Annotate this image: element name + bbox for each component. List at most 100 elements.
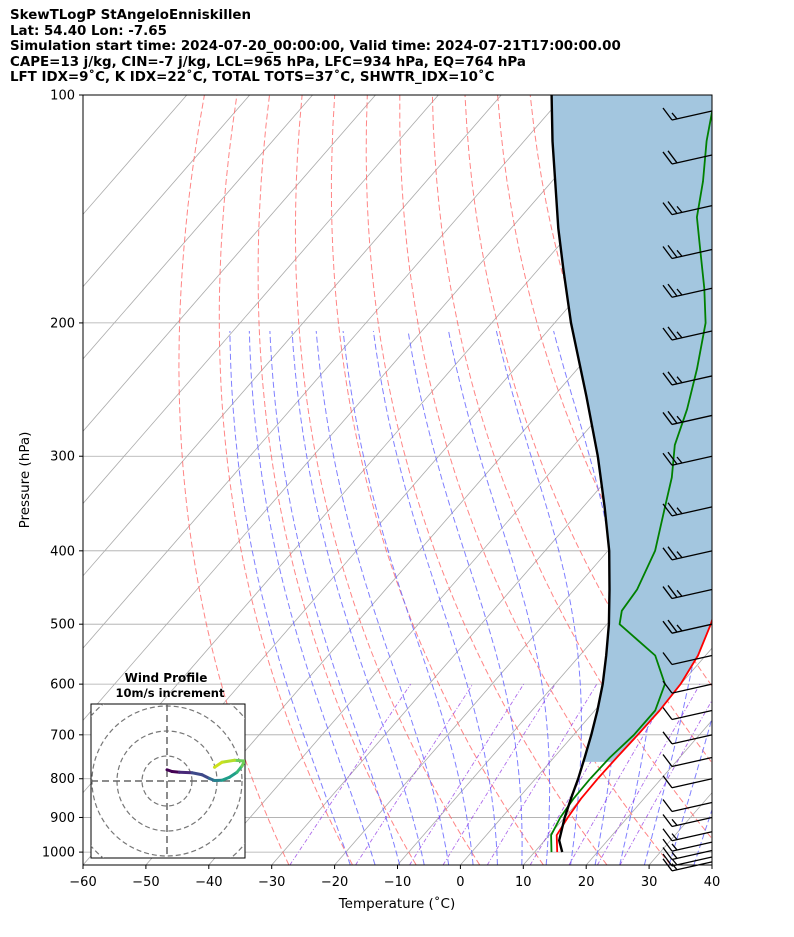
y-tick-label: 700 xyxy=(50,728,75,743)
parcel-path-line xyxy=(550,95,611,853)
wind-barb xyxy=(662,245,713,260)
cape-area xyxy=(551,95,712,762)
dry-adiabat-line xyxy=(294,95,481,865)
moist-adiabat-line xyxy=(248,330,376,865)
isotherm-line xyxy=(711,864,712,865)
dewpoint-profile-line xyxy=(550,107,712,853)
wind-barb xyxy=(662,847,713,861)
indices-line-2: LFT IDX=9˚C, K IDX=22˚C, TOTAL TOTS=37˚C… xyxy=(10,70,495,86)
x-tick-label: 30 xyxy=(641,875,658,890)
dry-adiabat-line xyxy=(365,95,608,865)
mixing-ratio-line xyxy=(597,683,701,865)
moist-adiabat-line xyxy=(744,331,794,865)
chart-title: SkewTLogP StAngeloEnniskillen xyxy=(10,8,252,23)
x-tick-label: 0 xyxy=(456,875,464,890)
x-tick-label: −50 xyxy=(132,875,159,890)
mixing-ratio-line xyxy=(409,683,525,865)
x-tick-label: −40 xyxy=(195,875,222,890)
wind-barb xyxy=(662,754,713,768)
x-tick-label: −30 xyxy=(258,875,285,890)
time-line: Simulation start time: 2024-07-20_00:00:… xyxy=(10,39,621,55)
mixing-ratio-line xyxy=(289,683,411,865)
isotherm-line xyxy=(271,358,712,865)
temperature-profile-line xyxy=(555,617,712,853)
dry-adiabat-line xyxy=(399,95,671,865)
isotherm-line xyxy=(83,95,439,505)
location-line: Lat: 54.40 Lon: -7.65 xyxy=(10,23,167,39)
y-tick-label: 1000 xyxy=(42,846,75,861)
mixing-ratio-line xyxy=(355,683,474,865)
wind-barb xyxy=(662,799,713,813)
indices-line-1: CAPE=13 j/kg, CIN=-7 j/kg, LCL=965 hPa, … xyxy=(10,54,526,70)
y-tick-label: 200 xyxy=(50,316,75,331)
wind-barb xyxy=(662,502,713,517)
wind-barb xyxy=(662,585,713,600)
y-tick-label: 300 xyxy=(50,450,75,465)
wind-barb xyxy=(662,371,713,386)
dry-adiabat-line xyxy=(257,95,417,865)
y-axis-label: Pressure (hPa) xyxy=(17,432,33,529)
wind-barb xyxy=(662,201,713,216)
moist-adiabat-line xyxy=(407,330,523,865)
moist-adiabat-line xyxy=(553,330,620,865)
dry-adiabat-line xyxy=(758,95,794,865)
hodograph-subtitle: 10m/s increment xyxy=(116,686,225,700)
wind-barb xyxy=(662,546,713,561)
moist-adiabat-line xyxy=(372,330,498,865)
mixing-ratio-line xyxy=(568,683,674,865)
isotherm-line xyxy=(585,719,712,865)
wind-barb xyxy=(662,652,713,666)
moist-adiabat-line xyxy=(495,330,582,865)
moist-adiabat-line xyxy=(643,330,712,865)
hodograph-title: Wind Profile xyxy=(125,671,208,685)
wind-barb xyxy=(662,283,713,298)
wind-barb xyxy=(662,707,713,721)
wind-barb xyxy=(662,326,713,341)
x-tick-label: 40 xyxy=(704,875,721,890)
isotherm-line xyxy=(208,285,712,865)
isotherm-line xyxy=(83,95,628,722)
dry-adiabat-line xyxy=(464,95,712,764)
moist-adiabat-line xyxy=(719,331,794,865)
moist-adiabat-line xyxy=(342,330,474,865)
y-tick-label: 400 xyxy=(50,544,75,559)
wind-barb xyxy=(662,680,713,694)
x-tick-label: 10 xyxy=(515,875,532,890)
x-tick-label: −60 xyxy=(69,875,96,890)
hodograph-segment xyxy=(190,771,204,777)
isotherm-line xyxy=(83,95,313,360)
moist-adiabat-line xyxy=(448,330,551,865)
moist-adiabat-line xyxy=(291,330,425,865)
dry-adiabat-line xyxy=(726,95,794,865)
isotherm-line xyxy=(83,95,502,577)
wind-barb xyxy=(662,814,713,828)
wind-barb xyxy=(662,410,713,426)
isotherm-line xyxy=(460,575,712,865)
isotherm-line xyxy=(83,95,376,432)
isotherm-line xyxy=(83,95,251,288)
y-tick-label: 100 xyxy=(50,89,75,104)
y-tick-label: 600 xyxy=(50,678,75,693)
hodograph-segment xyxy=(213,760,224,769)
isotherm-line xyxy=(397,502,712,865)
x-axis-label: Temperature (˚C) xyxy=(338,895,456,912)
isotherm-line xyxy=(83,95,565,649)
mixing-ratio-line xyxy=(486,683,598,865)
wind-barb xyxy=(662,150,713,165)
hodograph-segment xyxy=(228,770,239,779)
dry-adiabat-line xyxy=(497,95,712,688)
hodograph-segment xyxy=(233,758,245,763)
wind-barb xyxy=(662,838,713,852)
moist-adiabat-line xyxy=(315,330,450,865)
mixing-ratio-line xyxy=(619,699,712,865)
wind-barb xyxy=(662,107,713,121)
y-tick-label: 800 xyxy=(50,772,75,787)
wind-barb xyxy=(662,731,713,745)
mixing-ratio-line xyxy=(442,683,556,865)
y-tick-label: 900 xyxy=(50,811,75,826)
wind-barb xyxy=(662,619,713,634)
hodograph-segment xyxy=(178,770,194,775)
wind-barb xyxy=(662,451,713,466)
wind-barb xyxy=(662,828,713,842)
